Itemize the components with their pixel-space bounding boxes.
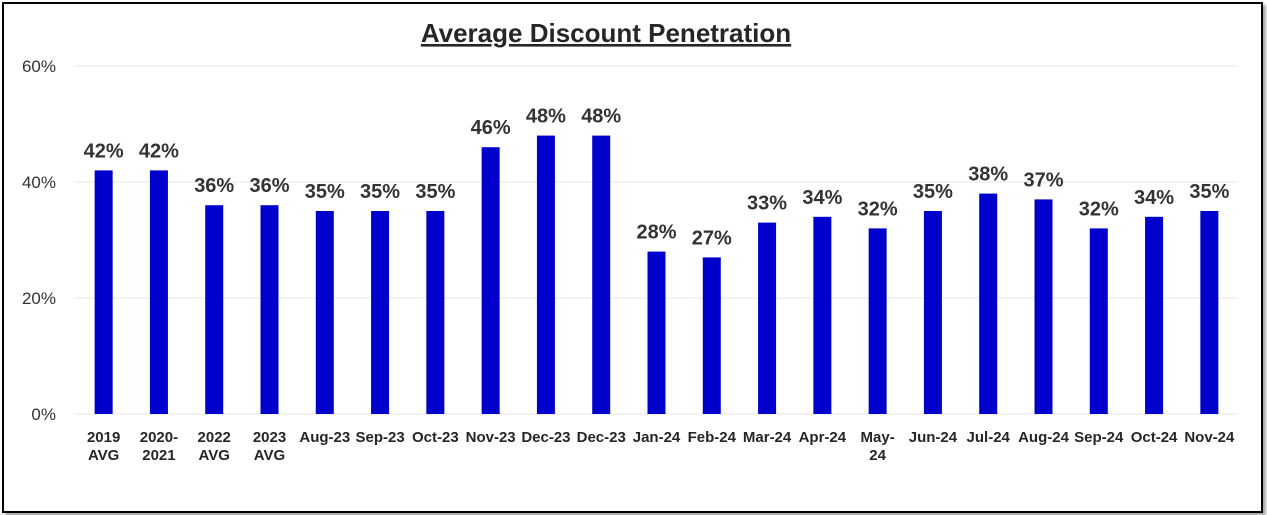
data-label: 27% — [692, 227, 732, 249]
data-label: 35% — [913, 181, 953, 203]
data-label: 42% — [139, 140, 179, 162]
y-tick-label: 0% — [31, 405, 56, 424]
x-tick-label: AVG — [199, 447, 230, 464]
x-tick-label: AVG — [254, 447, 285, 464]
x-tick-label: Jun-24 — [909, 429, 958, 446]
data-label: 35% — [360, 181, 400, 203]
x-tick-label: Jul-24 — [967, 429, 1011, 446]
data-label: 36% — [194, 175, 234, 197]
bar — [1200, 211, 1219, 414]
bar — [1145, 216, 1164, 414]
data-label: 35% — [305, 181, 345, 203]
bar — [979, 193, 998, 414]
x-tick-label: Jan-24 — [633, 429, 681, 446]
data-label: 48% — [526, 106, 566, 128]
x-tick-label: Feb-24 — [688, 429, 737, 446]
bar — [702, 257, 721, 414]
chart-title: Average Discount Penetration — [421, 18, 791, 48]
data-label: 46% — [471, 117, 511, 139]
data-label: 35% — [415, 181, 455, 203]
bar — [149, 170, 168, 414]
bar — [94, 170, 113, 414]
bar — [592, 135, 611, 414]
bars — [94, 135, 1219, 414]
bar — [923, 211, 942, 414]
y-tick-label: 40% — [22, 173, 56, 192]
bar — [315, 211, 334, 414]
bar — [371, 211, 390, 414]
data-label: 28% — [636, 222, 676, 244]
data-label: 37% — [1023, 169, 1063, 191]
bar — [536, 135, 555, 414]
bar — [758, 222, 777, 414]
data-label: 38% — [968, 164, 1008, 186]
data-label: 33% — [747, 193, 787, 215]
data-label: 35% — [1189, 181, 1229, 203]
x-tick-label: Apr-24 — [799, 429, 847, 446]
x-tick-label: 2023 — [253, 429, 286, 446]
data-label: 42% — [84, 140, 124, 162]
x-tick-label: 2021 — [142, 447, 175, 464]
x-tick-label: AVG — [88, 447, 119, 464]
data-label: 32% — [1079, 198, 1119, 220]
bar — [260, 205, 279, 414]
x-tick-label: Aug-23 — [299, 429, 350, 446]
x-tick-label: 2019 — [87, 429, 120, 446]
data-labels: 42% 42% 36% 36% 35% 35% 35% 46% 48% 48% 28% 27% 33% 3… — [84, 106, 1230, 250]
x-tick-label: Nov-23 — [466, 429, 516, 446]
x-tick-label: Nov-24 — [1184, 429, 1235, 446]
x-tick-label: Mar-24 — [743, 429, 792, 446]
data-label: 34% — [1134, 187, 1174, 209]
data-label: 48% — [581, 106, 621, 128]
x-tick-label: 24 — [869, 447, 886, 464]
y-tick-label: 20% — [22, 289, 56, 308]
bar — [205, 205, 224, 414]
x-tick-label: Sep-24 — [1074, 429, 1124, 446]
bar — [481, 147, 500, 414]
data-label: 34% — [802, 187, 842, 209]
x-tick-label: Dec-23 — [577, 429, 626, 446]
bar — [1089, 228, 1108, 414]
x-tick-label: 2020- — [140, 429, 178, 446]
bar — [1034, 199, 1053, 414]
x-tick-label: Aug-24 — [1018, 429, 1069, 446]
data-label: 32% — [858, 198, 898, 220]
bar — [426, 211, 445, 414]
bar — [813, 216, 832, 414]
x-tick-label: May- — [861, 429, 895, 446]
y-tick-label: 60% — [22, 57, 56, 76]
x-tick-label: Oct-24 — [1131, 429, 1178, 446]
data-label: 36% — [249, 175, 289, 197]
x-tick-label: Sep-23 — [355, 429, 404, 446]
bar — [868, 228, 887, 414]
bar — [647, 251, 666, 414]
x-tick-label: Dec-23 — [521, 429, 570, 446]
y-axis: 0% 20% 40% 60% — [22, 57, 56, 424]
x-tick-label: 2022 — [198, 429, 231, 446]
x-tick-label: Oct-23 — [412, 429, 459, 446]
